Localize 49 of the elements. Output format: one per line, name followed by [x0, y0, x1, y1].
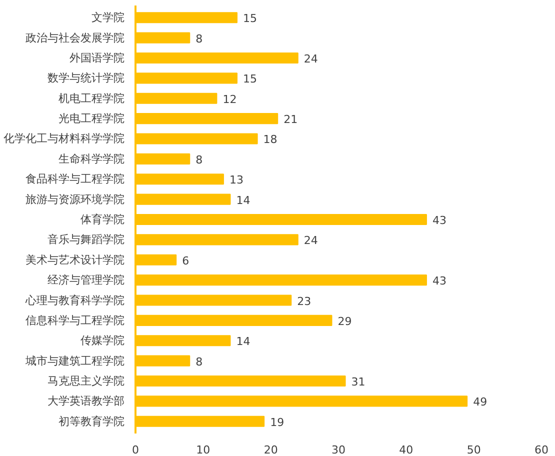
data-label: 19	[270, 416, 284, 429]
y-tick-label: 马克思主义学院	[48, 374, 124, 388]
data-label: 8	[196, 355, 203, 368]
data-label: 21	[284, 113, 298, 126]
data-label: 29	[338, 314, 352, 328]
y-tick-label: 初等教育学院	[58, 414, 124, 428]
data-label: 8	[196, 32, 203, 46]
data-label: 31	[351, 376, 366, 389]
x-tick-label: 10	[196, 444, 210, 456]
y-tick-label: 心理与教育科学学院	[24, 294, 124, 307]
data-label: 14	[236, 194, 250, 207]
x-tick-label: 50	[466, 444, 481, 456]
data-label: 6	[182, 254, 190, 268]
x-tick-label: 40	[399, 444, 414, 456]
y-tick-label: 生命科学学院	[58, 152, 124, 166]
y-tick-label: 食品科学与工程学院	[26, 172, 124, 186]
y-tick-label: 信息科学与工程学院	[26, 314, 124, 327]
data-label: 24	[304, 234, 318, 248]
data-label: 14	[236, 335, 250, 348]
x-tick-label: 0	[132, 444, 139, 456]
data-label: 13	[229, 174, 244, 187]
y-tick-label: 传媒学院	[80, 334, 124, 348]
data-label: 18	[263, 133, 278, 146]
data-label: 24	[304, 52, 318, 66]
data-label: 12	[222, 92, 237, 106]
y-tick-label: 音乐与舞蹈学院	[48, 233, 124, 246]
x-tick-label: 20	[264, 444, 278, 456]
data-label: 8	[196, 153, 203, 166]
y-tick-label: 经济与管理学院	[48, 274, 124, 287]
y-tick-label: 化学化工与材料科学学院	[4, 132, 124, 146]
data-label: 49	[473, 396, 488, 409]
y-tick-label: 政治与社会发展学院	[26, 31, 124, 44]
data-label: 43	[432, 274, 446, 288]
y-tick-label: 光电工程学院	[58, 112, 124, 126]
data-label: 15	[243, 12, 257, 26]
y-tick-label: 大学英语教学部	[48, 394, 124, 408]
y-tick-label: 体育学院	[80, 213, 124, 226]
y-tick-label: 机电工程学院	[58, 92, 124, 105]
data-label: 15	[243, 72, 257, 86]
x-tick-label: 30	[332, 444, 346, 456]
y-tick-label: 数学与统计学院	[48, 72, 124, 85]
data-label: 43	[432, 214, 446, 227]
y-tick-label: 美术与艺术设计学院	[26, 253, 124, 266]
y-tick-label: 外国语学院	[70, 51, 124, 64]
y-tick-label: 城市与建筑工程学院	[24, 354, 124, 368]
data-label: 23	[297, 294, 312, 308]
y-tick-label: 旅游与资源环境学院	[26, 192, 124, 206]
y-tick-label: 文学院	[92, 11, 124, 24]
x-tick-label: 60	[534, 444, 548, 456]
